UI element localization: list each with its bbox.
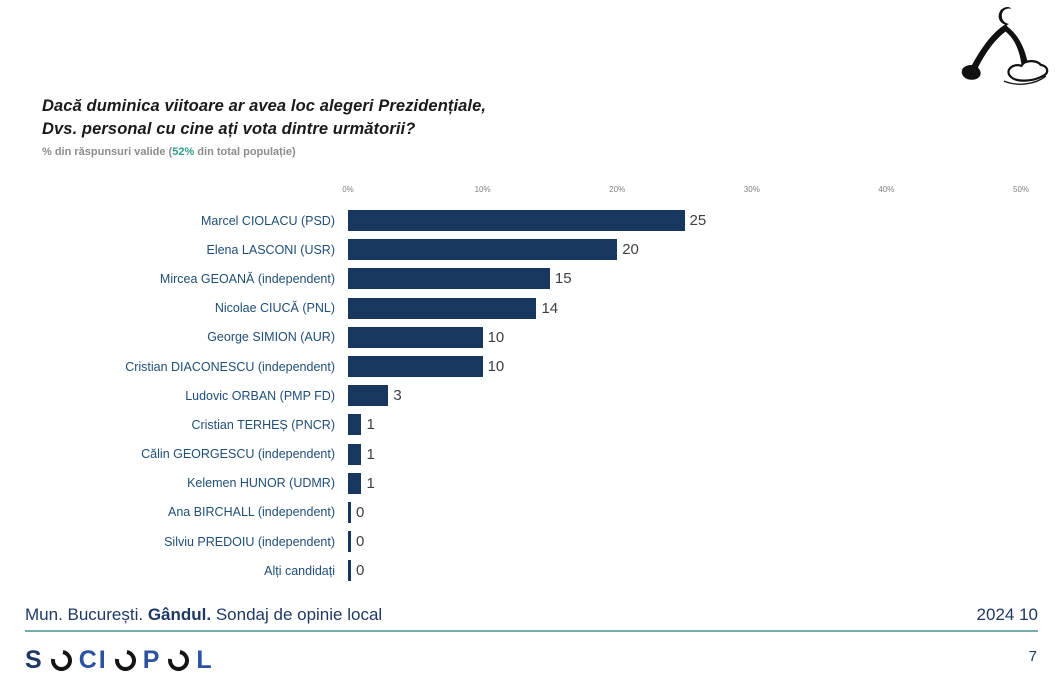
bar-track: 25: [335, 210, 1063, 232]
footer-source: Mun. București. Gândul. Sondaj de opinie…: [25, 605, 382, 625]
logo-letters-ci: CI: [78, 646, 108, 674]
bar-row: Alți candidați 0: [0, 556, 1063, 585]
bar-category-label: Silviu PREDOIU (independent): [164, 534, 335, 549]
bar-row: Ludovic ORBAN (PMP FD) 3: [0, 381, 1063, 410]
bar-category-label: Cristian DIACONESCU (independent): [125, 359, 335, 374]
bar-category-label: Marcel CIOLACU (PSD): [200, 213, 335, 228]
subtitle-highlight: 52%: [172, 146, 195, 158]
bar-category-label: Elena LASCONI (USR): [206, 242, 335, 257]
bar-track: 0: [335, 560, 1063, 582]
bar-track: 1: [335, 472, 1063, 494]
bar-value-label: 1: [366, 445, 375, 463]
bar-value-label: 0: [356, 562, 365, 580]
logo-letter-s: S: [25, 646, 44, 674]
bar-track: 20: [335, 239, 1063, 261]
bar: [348, 472, 362, 494]
bar: [348, 210, 685, 232]
bar-track: 15: [335, 268, 1063, 290]
bar: [348, 443, 362, 465]
bar-track: 1: [335, 414, 1063, 436]
bar-value-label: 0: [356, 533, 365, 551]
page-number: 7: [1028, 648, 1037, 665]
logo-ring-icon: [46, 645, 76, 675]
chart-subtitle: % din răspunsuri valide (52% din total p…: [42, 146, 296, 158]
footer-date: 2024 10: [976, 605, 1038, 624]
bar-value-label: 1: [366, 416, 375, 434]
bar-track: 0: [335, 531, 1063, 553]
x-axis-tick: 20%: [609, 185, 626, 194]
x-axis-tick: 40%: [878, 185, 895, 194]
logo-ring-icon: [164, 645, 194, 675]
subtitle-suffix: din total populație): [194, 146, 296, 158]
bar: [348, 385, 389, 407]
bar-row: Călin GEORGESCU (independent) 1: [0, 440, 1063, 469]
bar-chart: Marcel CIOLACU (PSD) 25 Elena LASCONI (USR…: [0, 206, 1063, 585]
bar-value-label: 10: [487, 358, 505, 376]
bar-row: Cristian TERHEȘ (PNCR) 1: [0, 410, 1063, 439]
bar-category-label: Alți candidați: [264, 563, 335, 578]
bar-category-label: George SIMION (AUR): [207, 330, 335, 345]
bar-track: 3: [335, 385, 1063, 407]
footer-source-bold: Gândul.: [147, 605, 212, 624]
bar: [348, 560, 351, 582]
logo-letter-l: L: [196, 646, 214, 674]
chart-title: Dacă duminica viitoare ar avea loc alege…: [42, 95, 486, 141]
x-axis-tick: 0%: [342, 185, 354, 194]
bar-value-label: 1: [366, 474, 375, 492]
bar-row: Ana BIRCHALL (independent) 0: [0, 498, 1063, 527]
bar: [348, 414, 362, 436]
bar-track: 10: [335, 326, 1063, 348]
footer-source-part1: Mun. București.: [25, 605, 148, 624]
logo-letter-p: P: [142, 646, 162, 674]
bar-row: Elena LASCONI (USR) 20: [0, 235, 1063, 264]
bar-category-label: Kelemen HUNOR (UDMR): [187, 476, 335, 491]
bar: [348, 356, 483, 378]
bar-category-label: Cristian TERHEȘ (PNCR): [191, 417, 335, 432]
bar-value-label: 15: [554, 270, 572, 288]
bar-track: 1: [335, 443, 1063, 465]
bar-row: Mircea GEOANĂ (independent) 15: [0, 264, 1063, 293]
bar-row: Nicolae CIUCĂ (PNL) 14: [0, 294, 1063, 323]
subtitle-prefix: % din răspunsuri valide (: [42, 146, 173, 158]
bar-row: Marcel CIOLACU (PSD) 25: [0, 206, 1063, 235]
logo-ring-icon: [110, 645, 140, 675]
x-axis-tick: 50%: [1012, 185, 1030, 194]
bar-category-label: Ludovic ORBAN (PMP FD): [185, 388, 335, 403]
footer-source-part2: Sondaj de opinie local: [211, 605, 383, 624]
bar: [348, 297, 537, 319]
chart-title-line1: Dacă duminica viitoare ar avea loc alege…: [42, 97, 487, 115]
bar-value-label: 14: [541, 299, 559, 317]
bar: [348, 531, 351, 553]
bar-value-label: 10: [487, 328, 505, 346]
bar-value-label: 25: [689, 212, 707, 230]
bar-row: George SIMION (AUR) 10: [0, 323, 1063, 352]
chart-title-line2: Dvs. personal cu cine ați vota dintre ur…: [42, 120, 416, 138]
footer-divider: [25, 630, 1038, 632]
bar-row: Silviu PREDOIU (independent) 0: [0, 527, 1063, 556]
bar-value-label: 3: [393, 387, 402, 405]
x-axis-tick: 30%: [743, 185, 760, 194]
bar-category-label: Călin GEORGESCU (independent): [141, 447, 335, 462]
x-axis: 0% 10% 20% 30% 40% 50%: [0, 185, 1063, 197]
bar-category-label: Ana BIRCHALL (independent): [168, 505, 335, 520]
bar-value-label: 20: [622, 241, 639, 259]
bar-category-label: Nicolae CIUCĂ (PNL): [214, 301, 335, 316]
bird-ink-logo-icon: [961, 6, 1049, 85]
bar-value-label: 0: [356, 503, 365, 521]
bar: [348, 501, 351, 523]
bar-track: 0: [335, 501, 1063, 523]
bar-row: Kelemen HUNOR (UDMR) 1: [0, 469, 1063, 498]
bar-row: Cristian DIACONESCU (independent) 10: [0, 352, 1063, 381]
bar: [348, 268, 550, 290]
bar-track: 10: [335, 356, 1063, 378]
bar: [348, 239, 618, 261]
bar-track: 14: [335, 297, 1063, 319]
x-axis-tick: 10%: [474, 185, 491, 194]
sociopol-logo: S CI P L: [25, 645, 218, 675]
bar: [348, 326, 483, 348]
bar-category-label: Mircea GEOANĂ (independent): [159, 271, 335, 286]
